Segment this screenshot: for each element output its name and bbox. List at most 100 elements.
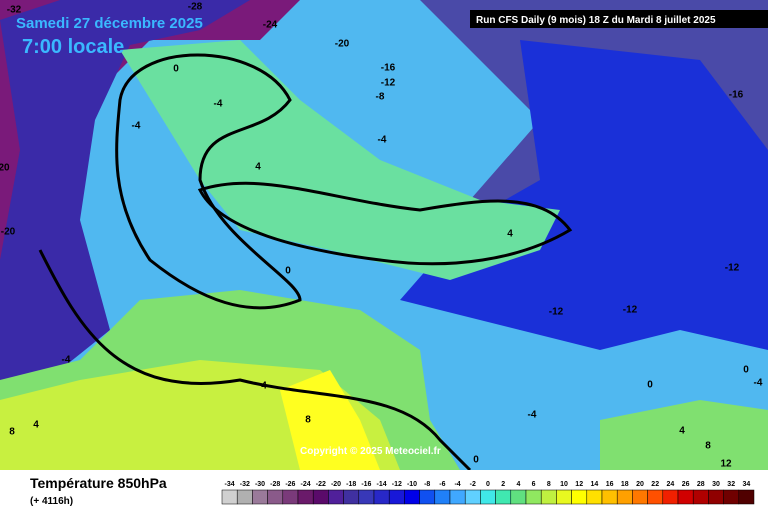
- legend-label: -10: [407, 481, 417, 488]
- contour-label: -4: [132, 121, 141, 132]
- run-info: Run CFS Daily (9 mois) 18 Z du Mardi 8 j…: [476, 15, 716, 26]
- contour-label: 12: [720, 459, 732, 470]
- contour-line: [197, 181, 573, 266]
- legend-label: 0: [486, 481, 490, 488]
- legend-swatch: [738, 489, 755, 505]
- contour-label: -20: [335, 39, 350, 50]
- legend-label: -16: [361, 481, 371, 488]
- contour-label: 20: [0, 163, 10, 174]
- legend-swatch: [297, 489, 314, 505]
- legend-swatch: [282, 489, 299, 505]
- legend-label: -4: [454, 481, 460, 488]
- contour-label: -8: [376, 92, 385, 103]
- contour-label: 0: [173, 64, 179, 75]
- copyright: Copyright © 2025 Meteociel.fr: [300, 446, 441, 457]
- contour-label: -20: [1, 227, 16, 238]
- legend-swatch: [632, 489, 648, 505]
- legend-swatch: [556, 489, 572, 505]
- legend-label: -24: [301, 481, 311, 488]
- contour-line: [115, 53, 302, 310]
- legend-swatch: [464, 489, 481, 505]
- legend-label: -18: [346, 481, 356, 488]
- legend-label: -28: [270, 481, 280, 488]
- legend-label: 10: [560, 481, 568, 488]
- legend-label: 26: [682, 481, 690, 488]
- legend-swatch: [510, 489, 527, 505]
- legend-label: -34: [225, 481, 235, 488]
- legend-swatch: [692, 489, 709, 505]
- legend-swatch: [647, 489, 664, 505]
- legend-label: 4: [516, 481, 520, 488]
- contour-label: 0: [647, 380, 653, 391]
- legend-swatch: [449, 489, 466, 505]
- contour-label: 8: [305, 415, 311, 426]
- contour-label: -4: [378, 135, 387, 146]
- legend-subtitle: (+ 4116h): [30, 496, 73, 507]
- contour-label: -16: [381, 63, 396, 74]
- legend-label: 2: [501, 481, 505, 488]
- legend-swatch: [601, 489, 618, 505]
- legend-swatch: [495, 489, 512, 505]
- legend-swatch: [236, 489, 253, 505]
- legend-swatch: [373, 489, 390, 505]
- mild-region: [120, 40, 560, 280]
- legend-swatch: [221, 489, 238, 505]
- legend-swatch: [312, 489, 329, 505]
- legend-swatch: [388, 489, 405, 505]
- contour-label: -16: [729, 90, 744, 101]
- time-title: 7:00 locale: [22, 36, 124, 58]
- contour-label: 4: [33, 420, 39, 431]
- legend-label: -30: [255, 481, 265, 488]
- legend-swatch: [252, 489, 268, 505]
- legend-label: 28: [697, 481, 705, 488]
- legend-label: 22: [651, 481, 659, 488]
- legend-label: -8: [424, 481, 430, 488]
- legend-label: -6: [439, 481, 445, 488]
- legend-title: Température 850hPa: [30, 475, 167, 491]
- legend-swatch: [343, 489, 360, 505]
- contour-label: -4: [754, 378, 763, 389]
- contour-label: 0: [285, 266, 291, 277]
- legend-label: 18: [621, 481, 629, 488]
- contour-label: 0: [743, 365, 749, 376]
- contour-label: -4: [528, 410, 537, 421]
- legend-label: -26: [285, 481, 295, 488]
- contour-line: [38, 249, 472, 472]
- legend-label: -22: [316, 481, 326, 488]
- legend-swatch: [571, 489, 588, 505]
- legend-label: 20: [636, 481, 644, 488]
- run-box: [470, 10, 768, 28]
- legend-swatch: [358, 489, 375, 505]
- contour-label: -12: [549, 307, 564, 318]
- legend-swatch: [328, 489, 344, 505]
- legend-swatch: [267, 489, 284, 505]
- legend-swatch: [404, 489, 420, 505]
- legend-swatch: [677, 489, 694, 505]
- legend-label: 34: [743, 481, 751, 488]
- legend-swatch: [708, 489, 724, 505]
- legend-swatch: [723, 489, 740, 505]
- warm-region: [280, 370, 380, 470]
- legend-label: 32: [727, 481, 735, 488]
- contour-label: 4: [507, 229, 513, 240]
- legend-label: 24: [667, 481, 675, 488]
- contour-label: -12: [725, 263, 740, 274]
- legend-label: 16: [606, 481, 614, 488]
- cold-region: [0, 0, 250, 380]
- contour-label: 0: [473, 455, 479, 466]
- legend-label: -14: [377, 481, 387, 488]
- legend-swatch: [616, 489, 633, 505]
- legend-swatch: [662, 489, 679, 505]
- mild-region: [600, 400, 768, 470]
- contour-label: -12: [381, 78, 396, 89]
- contour-label: -28: [188, 2, 203, 13]
- legend-label: 8: [547, 481, 551, 488]
- legend-label: 12: [575, 481, 583, 488]
- legend-label: 14: [591, 481, 599, 488]
- legend-label: 30: [712, 481, 720, 488]
- legend-swatch: [480, 489, 496, 505]
- contour-label: -4: [62, 355, 71, 366]
- contour-label: -12: [623, 305, 638, 316]
